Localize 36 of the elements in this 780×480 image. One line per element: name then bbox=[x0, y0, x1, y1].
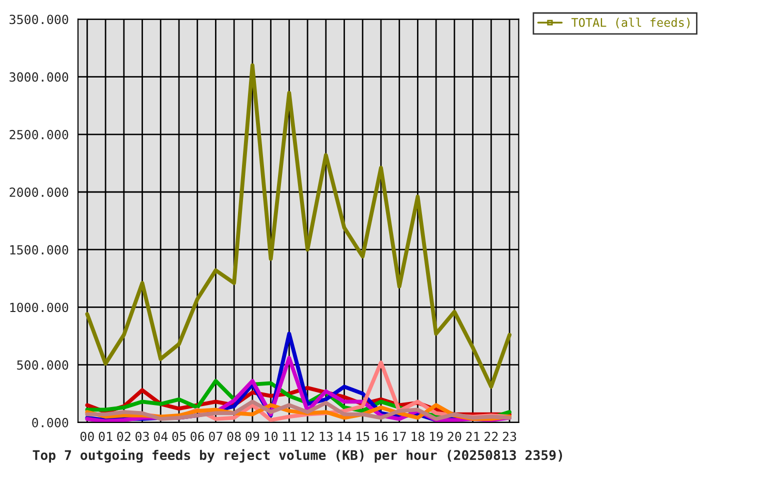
x-axis-title: Top 7 outgoing feeds by reject volume (KB) per hour (20250813 2359) bbox=[32, 449, 562, 463]
x-tick-label: 07 bbox=[209, 432, 222, 442]
x-tick-label: 17 bbox=[393, 432, 406, 441]
y-tick-label: 1000.000 bbox=[10, 302, 68, 312]
y-tick-label: 0.000 bbox=[32, 418, 68, 428]
y-tick-label: 3000.000 bbox=[10, 72, 68, 82]
x-tick-label: 20 bbox=[448, 432, 462, 442]
x-tick-label: 16 bbox=[374, 432, 388, 442]
x-tick-label: 18 bbox=[412, 432, 424, 442]
x-tick-label: 23 bbox=[502, 432, 516, 442]
x-tick-label: 15 bbox=[356, 432, 370, 442]
x-tick-label: 01 bbox=[98, 432, 112, 442]
y-tick-label: 1500.000 bbox=[10, 245, 68, 255]
line-series bbox=[85, 400, 512, 421]
y-tick-label: 500.000 bbox=[17, 360, 68, 370]
x-tick-label: 00 bbox=[80, 432, 94, 442]
legend-label: TOTAL (all feeds) bbox=[571, 18, 690, 28]
x-tick-label: 12 bbox=[302, 432, 314, 441]
line-series bbox=[85, 63, 512, 389]
x-tick-label: 05 bbox=[172, 432, 186, 442]
x-tick-label: 22 bbox=[484, 432, 498, 441]
y-tick-label: 3500.000 bbox=[10, 14, 68, 24]
x-tick-label: 06 bbox=[190, 432, 204, 442]
x-tick-label: 04 bbox=[154, 432, 168, 442]
x-tick-label: 10 bbox=[264, 432, 278, 442]
x-tick-label: 09 bbox=[246, 432, 260, 442]
x-tick-label: 19 bbox=[430, 432, 443, 442]
x-tick-label: 11 bbox=[283, 432, 296, 441]
x-tick-label: 02 bbox=[117, 432, 130, 442]
y-tick-label: 2000.000 bbox=[10, 188, 68, 197]
x-tick-label: 21 bbox=[466, 432, 480, 441]
x-tick-label: 08 bbox=[227, 432, 241, 442]
y-tick-label: 2500.000 bbox=[10, 130, 68, 140]
x-tick-label: 13 bbox=[320, 432, 332, 442]
x-tick-label: 03 bbox=[136, 432, 149, 442]
x-tick-label: 14 bbox=[338, 432, 352, 441]
